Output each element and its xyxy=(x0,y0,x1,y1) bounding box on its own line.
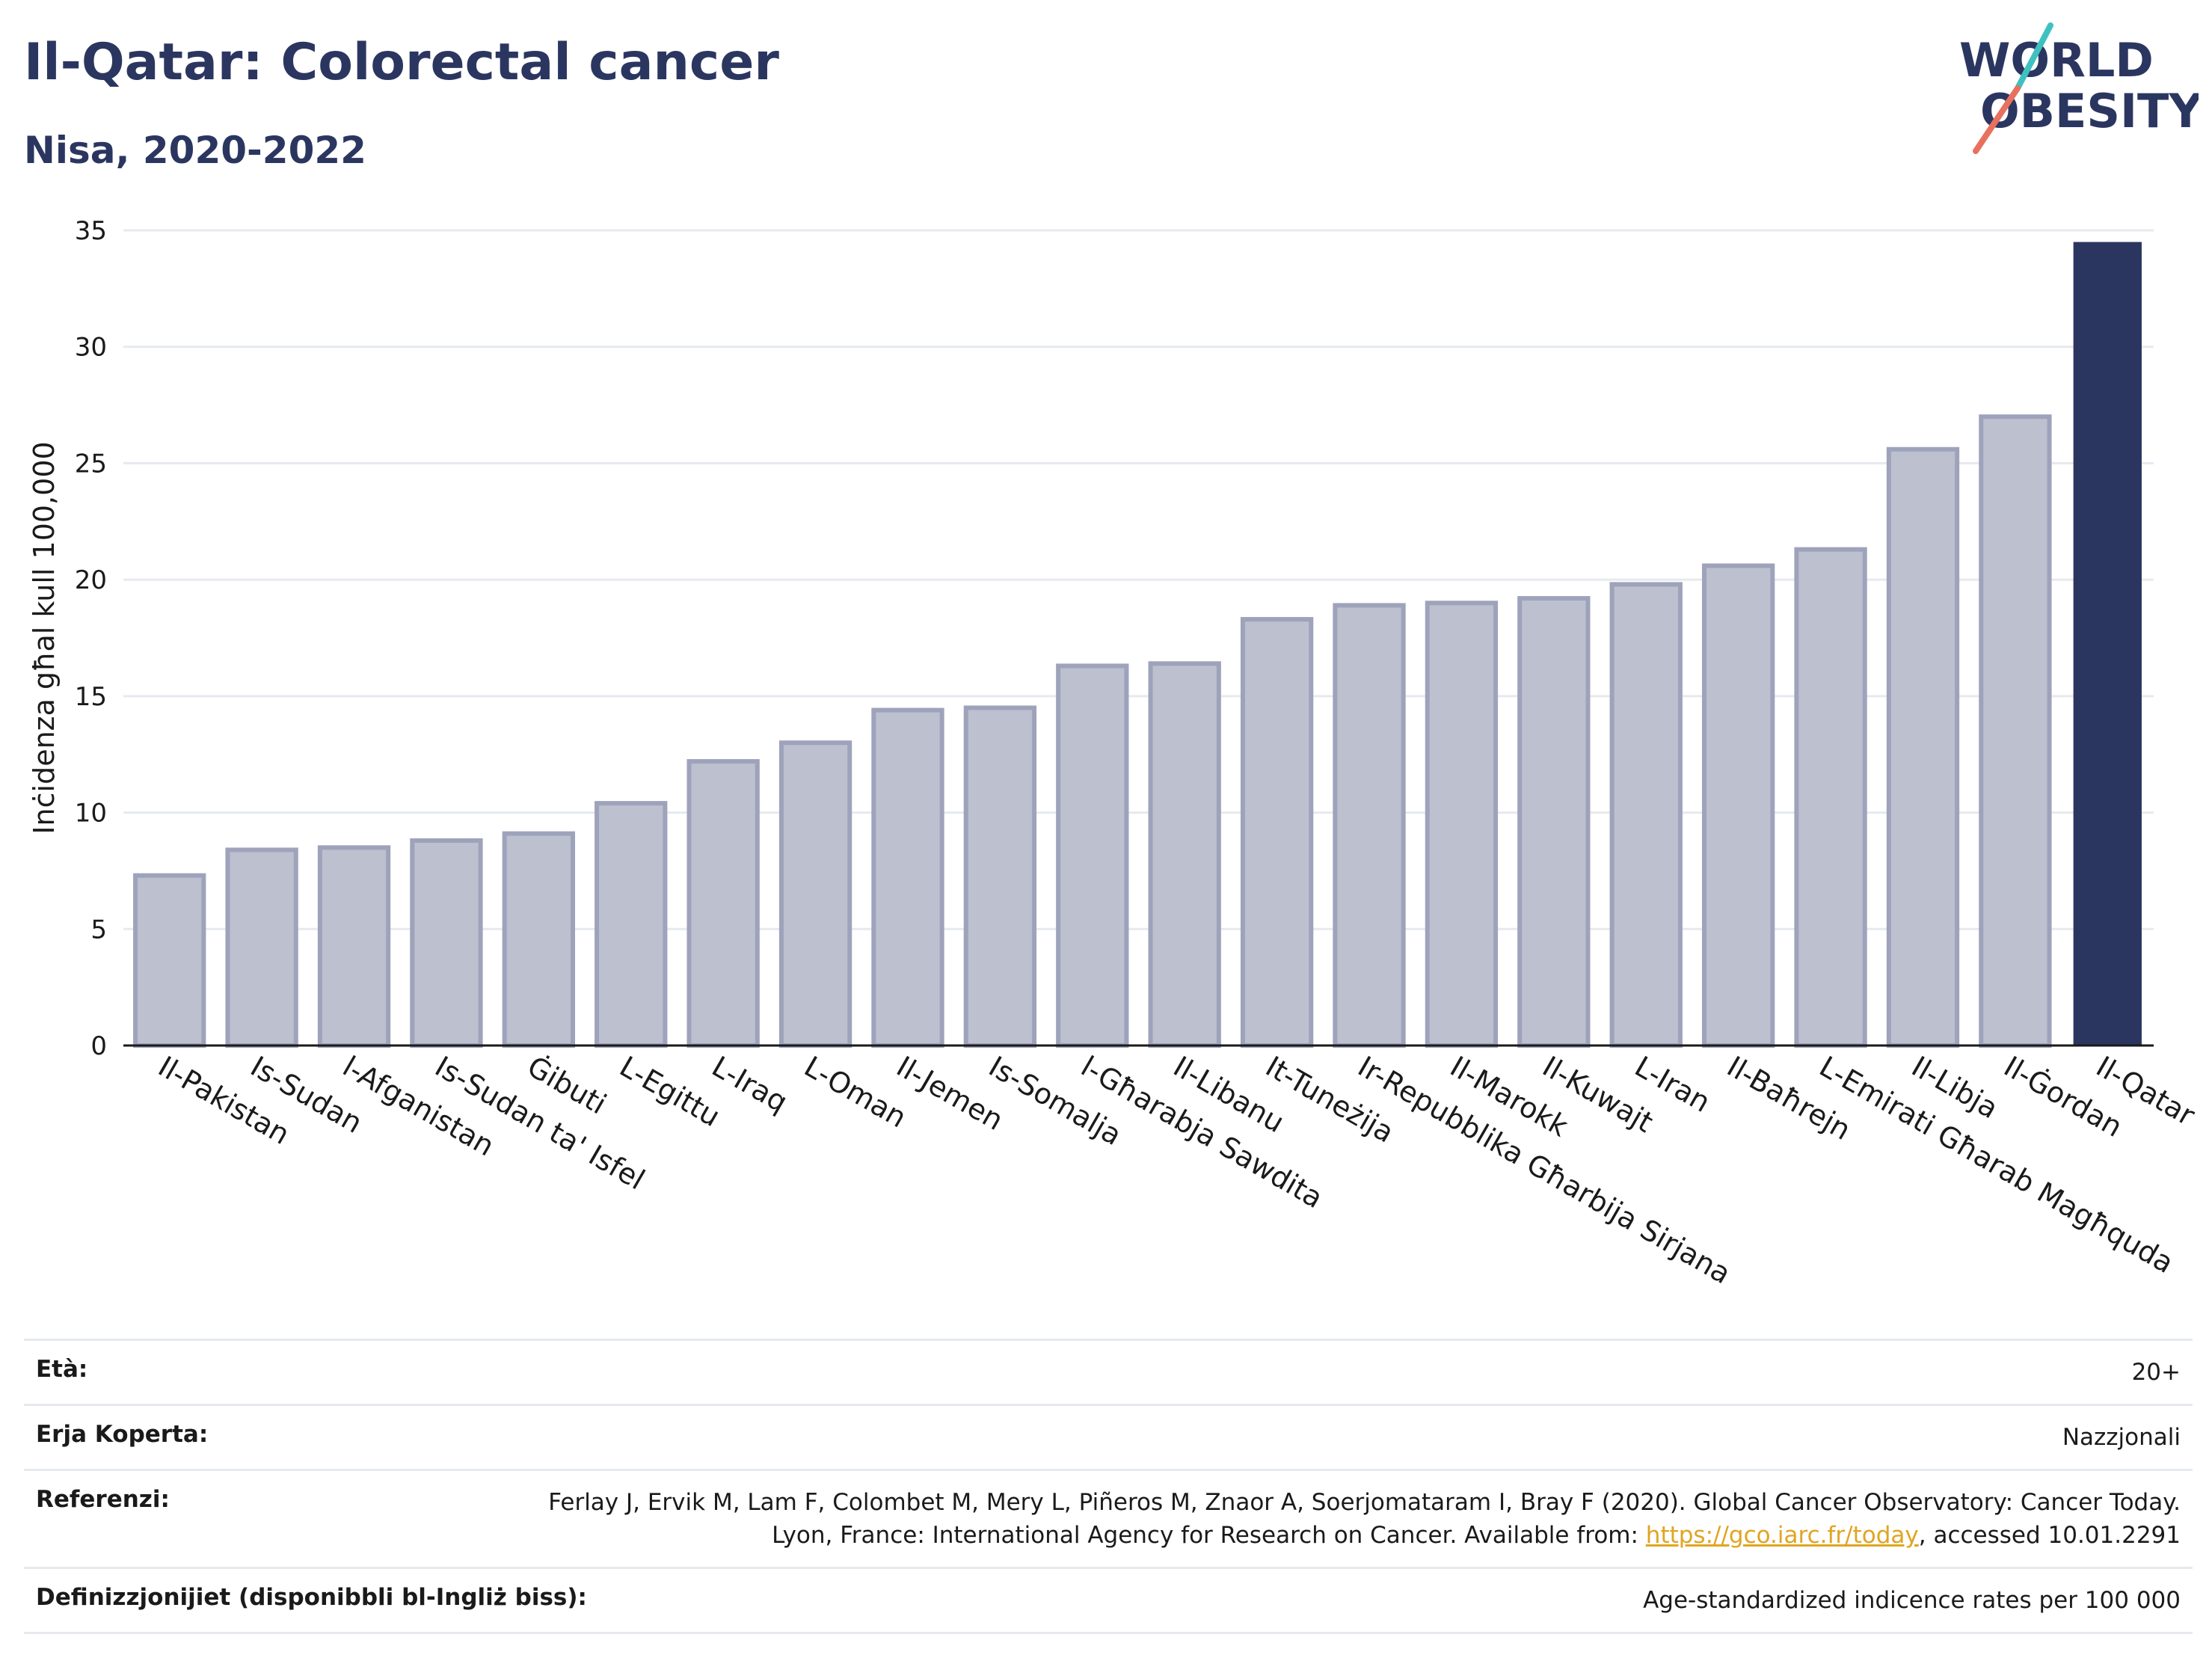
bar-1 xyxy=(225,847,298,1048)
bar-7 xyxy=(778,740,852,1048)
bar-21 xyxy=(2073,242,2142,1045)
y-tick-label: 15 xyxy=(75,682,107,712)
definitions-label: Definizzjonijiet (disponibbli bl-Ingliż … xyxy=(36,1584,587,1611)
y-tick-label: 25 xyxy=(75,449,107,479)
y-tick-label: 5 xyxy=(90,915,107,945)
y-tick-label: 0 xyxy=(90,1031,107,1061)
y-tick-label: 35 xyxy=(75,216,107,246)
bar-13 xyxy=(1333,603,1406,1048)
bar-9 xyxy=(963,705,1037,1048)
y-axis-label: Inċidenza għal kull 100,000 xyxy=(28,441,61,834)
age-value: 20+ xyxy=(2131,1359,2181,1386)
logo-text-world: WORLD xyxy=(1959,33,2154,87)
bar-18 xyxy=(1794,547,1867,1048)
bar-10 xyxy=(1056,663,1129,1048)
info-row-definitions: Definizzjonijiet (disponibbli bl-Ingliż … xyxy=(24,1567,2193,1634)
bar-15 xyxy=(1517,596,1591,1048)
bar-17 xyxy=(1701,563,1775,1048)
reference-accessed: , accessed 10.01.2291 xyxy=(1918,1522,2181,1549)
info-row-area: Erja Koperta: Nazzjonali xyxy=(24,1404,2193,1469)
reference-label: Referenzi: xyxy=(36,1486,170,1513)
x-tick-label: L-Egittu xyxy=(614,1050,725,1134)
bar-3 xyxy=(410,838,483,1048)
bar-16 xyxy=(1609,582,1683,1048)
page-title: Il-Qatar: Colorectal cancer xyxy=(24,33,779,92)
definitions-value: Age-standardized indicence rates per 100… xyxy=(1643,1587,2181,1614)
bar-20 xyxy=(1979,414,2052,1048)
bars xyxy=(133,242,2142,1048)
y-tick-label: 10 xyxy=(75,799,107,829)
reference-value: Ferlay J, Ervik M, Lam F, Colombet M, Me… xyxy=(535,1486,2181,1552)
bar-chart: 0 5 10 15 20 25 30 35 Inċidenza għal kull 100,00… xyxy=(28,216,2201,1290)
info-row-age: Età: 20+ xyxy=(24,1339,2193,1404)
x-tick-label: Il-Jemen xyxy=(891,1050,1009,1137)
bar-4 xyxy=(502,831,576,1048)
reference-link[interactable]: https://gco.iarc.fr/today xyxy=(1645,1522,1919,1549)
y-tick-label: 30 xyxy=(75,333,107,363)
x-tick-label: L-Oman xyxy=(799,1050,912,1134)
bar-8 xyxy=(871,707,944,1048)
bar-0 xyxy=(133,873,206,1048)
bar-11 xyxy=(1148,661,1221,1048)
bar-14 xyxy=(1425,601,1499,1048)
y-tick-label: 20 xyxy=(75,565,107,595)
area-label: Erja Koperta: xyxy=(36,1421,209,1448)
bar-6 xyxy=(686,759,760,1048)
logo-slash-coral xyxy=(1973,85,2021,154)
info-table: Età: 20+ Erja Koperta: Nazzjonali Refere… xyxy=(24,1339,2193,1634)
world-obesity-logo: WORLD OBESITY xyxy=(1959,22,2199,154)
info-row-reference: Referenzi: Ferlay J, Ervik M, Lam F, Col… xyxy=(24,1469,2193,1567)
bar-19 xyxy=(1886,446,1960,1048)
logo-slash-teal xyxy=(2015,22,2053,91)
age-label: Età: xyxy=(36,1356,88,1383)
page-subtitle: Nisa, 2020-2022 xyxy=(24,129,366,172)
bar-2 xyxy=(317,845,391,1048)
bar-12 xyxy=(1240,617,1314,1048)
reference-text: Ferlay J, Ervik M, Lam F, Colombet M, Me… xyxy=(548,1489,2181,1549)
bar-5 xyxy=(595,801,668,1048)
area-value: Nazzjonali xyxy=(2062,1424,2181,1451)
